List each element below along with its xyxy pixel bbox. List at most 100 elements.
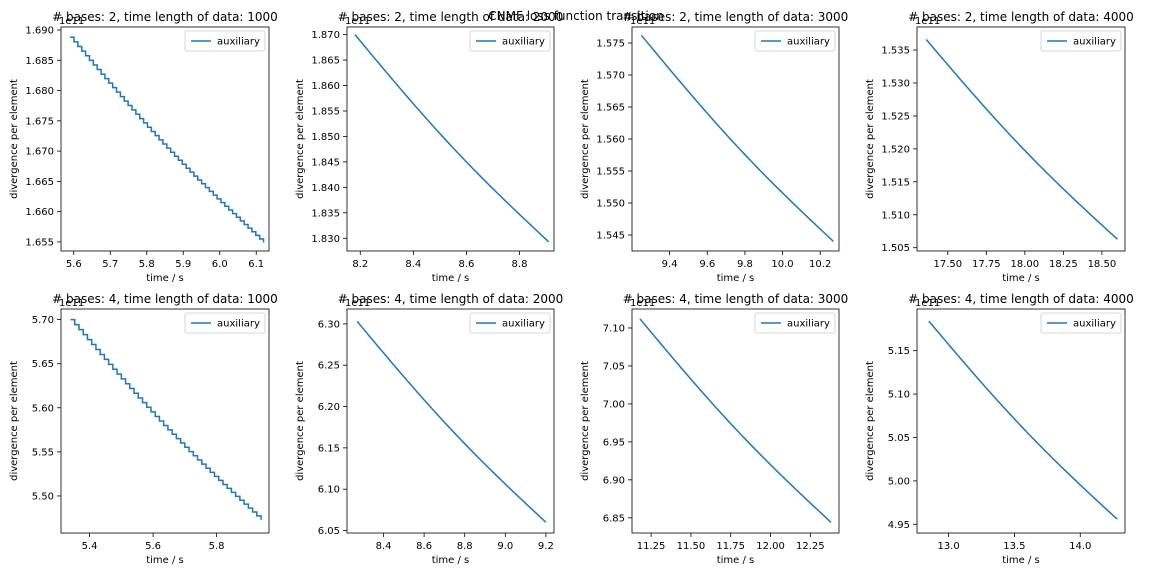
y-tick-label: 1.690: [25, 26, 54, 37]
y-tick-label: 1.670: [25, 147, 54, 158]
offset-text: 1e11: [59, 16, 84, 27]
legend: auxiliary: [1041, 31, 1121, 51]
y-tick-label: 6.85: [603, 513, 625, 524]
x-tick-label: 10.2: [809, 259, 831, 270]
x-tick-label: 8.8: [457, 541, 473, 552]
offset-text: 1e11: [630, 16, 655, 27]
legend-label: auxiliary: [1073, 37, 1116, 48]
x-tick-label: 18.00: [1011, 259, 1040, 270]
x-tick-label: 9.0: [497, 541, 513, 552]
y-tick-label: 1.530: [881, 79, 910, 90]
legend: auxiliary: [470, 313, 550, 333]
x-tick-label: 6.0: [212, 259, 228, 270]
x-tick-label: 14.0: [1069, 541, 1091, 552]
y-tick-label: 1.560: [596, 135, 625, 146]
legend-label: auxiliary: [502, 319, 545, 330]
x-tick-label: 8.4: [405, 259, 421, 270]
x-tick-label: 8.6: [416, 541, 432, 552]
y-tick-label: 6.90: [603, 475, 625, 486]
y-tick-label: 1.655: [25, 237, 54, 248]
y-tick-label: 1.535: [881, 46, 910, 57]
x-tick-label: 12.00: [756, 541, 785, 552]
subplot-title: # bases: 4, time length of data: 4000: [908, 292, 1134, 306]
subplot-3: # bases: 2, time length of data: 30001e1…: [580, 10, 848, 284]
subplot-title: # bases: 4, time length of data: 1000: [52, 292, 278, 306]
legend-label: auxiliary: [502, 37, 545, 48]
x-axis-label: time / s: [146, 555, 184, 566]
legend: auxiliary: [755, 313, 835, 333]
subplot-6: # bases: 4, time length of data: 20001e1…: [295, 292, 563, 566]
y-tick-label: 1.575: [596, 39, 625, 50]
y-tick-label: 6.05: [318, 526, 340, 537]
subplot-title: # bases: 2, time length of data: 1000: [52, 10, 278, 24]
subplot-4: # bases: 2, time length of data: 40001e1…: [865, 10, 1134, 284]
x-tick-label: 5.6: [145, 541, 161, 552]
y-tick-label: 6.25: [318, 361, 340, 372]
legend: auxiliary: [755, 31, 835, 51]
x-tick-label: 9.6: [699, 259, 715, 270]
y-tick-label: 5.05: [888, 433, 910, 444]
series-line-auxiliary: [641, 35, 833, 241]
y-tick-label: 5.00: [888, 476, 910, 487]
legend: auxiliary: [185, 31, 265, 51]
x-tick-label: 11.25: [637, 541, 666, 552]
y-tick-label: 6.10: [318, 485, 340, 496]
y-axis-label: divergence per element: [865, 79, 876, 199]
y-tick-label: 1.675: [25, 116, 54, 127]
offset-text: 1e11: [59, 298, 84, 309]
y-axis-label: divergence per element: [865, 361, 876, 481]
subplot-title: # bases: 2, time length of data: 2000: [338, 10, 564, 24]
offset-text: 1e11: [345, 16, 370, 27]
x-tick-label: 18.50: [1088, 259, 1117, 270]
y-tick-label: 7.00: [603, 399, 625, 410]
legend-label: auxiliary: [787, 319, 830, 330]
series-line-auxiliary: [70, 37, 263, 242]
y-tick-label: 5.65: [32, 359, 54, 370]
series-line-auxiliary: [71, 320, 262, 520]
subplot-title: # bases: 2, time length of data: 4000: [908, 10, 1134, 24]
y-tick-label: 1.840: [311, 183, 340, 194]
x-tick-label: 8.2: [352, 259, 368, 270]
y-tick-label: 1.665: [25, 177, 54, 188]
y-tick-label: 1.685: [25, 56, 54, 67]
series-line-auxiliary: [929, 321, 1117, 519]
x-tick-label: 18.25: [1049, 259, 1078, 270]
series-line-auxiliary: [355, 35, 549, 242]
y-tick-label: 5.10: [888, 390, 910, 401]
series-line-auxiliary: [357, 321, 546, 522]
y-tick-label: 6.20: [318, 402, 340, 413]
y-tick-label: 7.10: [603, 323, 625, 334]
y-tick-label: 1.680: [25, 86, 54, 97]
y-tick-label: 5.50: [32, 491, 54, 502]
subplot-title: # bases: 4, time length of data: 3000: [623, 292, 849, 306]
y-tick-label: 1.525: [881, 111, 910, 122]
subplot-1: # bases: 2, time length of data: 10001e1…: [9, 10, 278, 284]
y-tick-label: 1.505: [881, 243, 910, 254]
y-axis-label: divergence per element: [9, 79, 20, 199]
y-tick-label: 1.835: [311, 208, 340, 219]
y-tick-label: 1.555: [596, 167, 625, 178]
y-axis-label: divergence per element: [580, 79, 591, 199]
y-tick-label: 5.60: [32, 403, 54, 414]
legend: auxiliary: [470, 31, 550, 51]
y-tick-label: 1.850: [311, 132, 340, 143]
subplot-8: # bases: 4, time length of data: 40001e1…: [865, 292, 1134, 566]
x-axis-label: time / s: [717, 273, 755, 284]
y-tick-label: 5.15: [888, 346, 910, 357]
y-tick-label: 1.550: [596, 199, 625, 210]
x-tick-label: 8.8: [512, 259, 528, 270]
y-tick-label: 1.855: [311, 107, 340, 118]
x-tick-label: 11.50: [677, 541, 706, 552]
y-tick-label: 1.520: [881, 144, 910, 155]
y-tick-label: 1.565: [596, 103, 625, 114]
x-axis-label: time / s: [146, 273, 184, 284]
legend-label: auxiliary: [787, 37, 830, 48]
x-tick-label: 9.8: [737, 259, 753, 270]
series-line-auxiliary: [926, 40, 1117, 240]
subplot-2: # bases: 2, time length of data: 20001e1…: [295, 10, 563, 284]
x-tick-label: 5.9: [175, 259, 191, 270]
x-tick-label: 6.1: [248, 259, 264, 270]
y-tick-label: 1.660: [25, 207, 54, 218]
x-tick-label: 5.8: [209, 541, 225, 552]
x-tick-label: 10.0: [771, 259, 793, 270]
